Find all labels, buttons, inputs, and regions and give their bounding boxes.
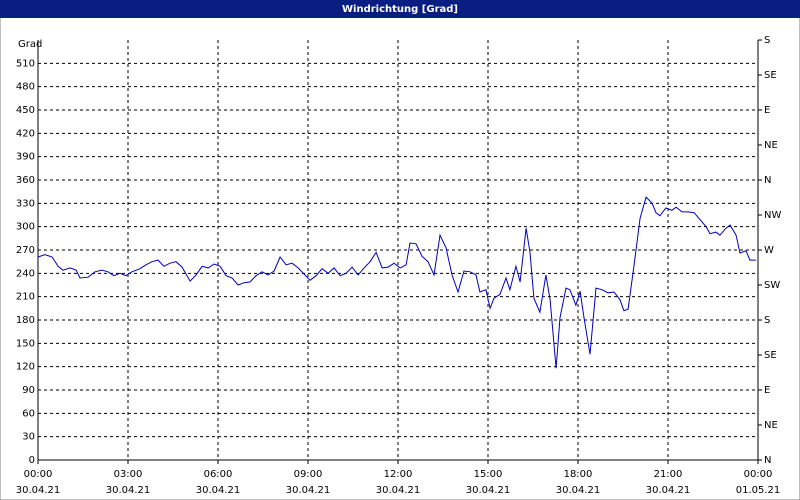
y2-tick-label: E [764, 105, 770, 116]
y-tick-label: 330 [16, 198, 35, 209]
title-bar [0, 0, 800, 18]
data-line [37, 196, 756, 369]
y-tick-label: 270 [16, 245, 35, 256]
y2-tick-label: N [764, 455, 771, 466]
y2-tick-label: SE [764, 350, 777, 361]
x-tick-label: 21:00 [654, 469, 683, 480]
y-tick-label: 120 [16, 362, 35, 373]
y-tick-label: 90 [22, 385, 35, 396]
plot-frame [37, 40, 759, 461]
y-tick-label: 150 [16, 338, 35, 349]
x-tick-date: 01.05.21 [736, 485, 781, 496]
x-tick-date: 30.04.21 [286, 485, 331, 496]
y2-tick-label: NW [764, 210, 781, 221]
y-tick-label: 60 [22, 408, 35, 419]
y-tick-label: 0 [29, 455, 35, 466]
x-tick-label: 03:00 [114, 469, 143, 480]
x-tick-date: 30.04.21 [646, 485, 691, 496]
x-tick-label: 00:00 [744, 469, 773, 480]
y-tick-label: 300 [16, 222, 35, 233]
x-tick-label: 09:00 [294, 469, 323, 480]
y2-tick-label: N [764, 175, 771, 186]
x-tick-date: 30.04.21 [196, 485, 241, 496]
y2-tick-label: S [764, 35, 770, 46]
y-tick-label: 390 [16, 152, 35, 163]
y-tick-label: 240 [16, 268, 35, 279]
y2-tick-label: NE [764, 140, 778, 151]
x-tick-date: 30.04.21 [16, 485, 61, 496]
x-tick-label: 12:00 [384, 469, 413, 480]
x-tick-date: 30.04.21 [376, 485, 421, 496]
y-tick-label: 450 [16, 105, 35, 116]
x-tick-date: 30.04.21 [106, 485, 151, 496]
x-tick-date: 30.04.21 [556, 485, 601, 496]
x-tick-label: 18:00 [564, 469, 593, 480]
y-tick-label: 30 [22, 432, 35, 443]
y-tick-label: 480 [16, 82, 35, 93]
x-tick-label: 15:00 [474, 469, 503, 480]
y2-tick-label: NE [764, 420, 778, 431]
y2-tick-label: E [764, 385, 770, 396]
y-tick-label: 210 [16, 292, 35, 303]
y2-tick-label: SW [764, 280, 780, 291]
y-tick-label: 180 [16, 315, 35, 326]
y-tick-label: 420 [16, 128, 35, 139]
y2-tick-label: SE [764, 70, 777, 81]
y2-tick-label: S [764, 315, 770, 326]
y2-tick-label: W [764, 245, 774, 256]
chart-title: Windrichtung [Grad] [342, 4, 458, 15]
x-tick-date: 30.04.21 [466, 485, 511, 496]
y-tick-label: 360 [16, 175, 35, 186]
x-tick-label: 06:00 [204, 469, 233, 480]
x-tick-label: 00:00 [24, 469, 53, 480]
y-axis-label: Grad [18, 39, 42, 50]
y-tick-label: 510 [16, 58, 35, 69]
